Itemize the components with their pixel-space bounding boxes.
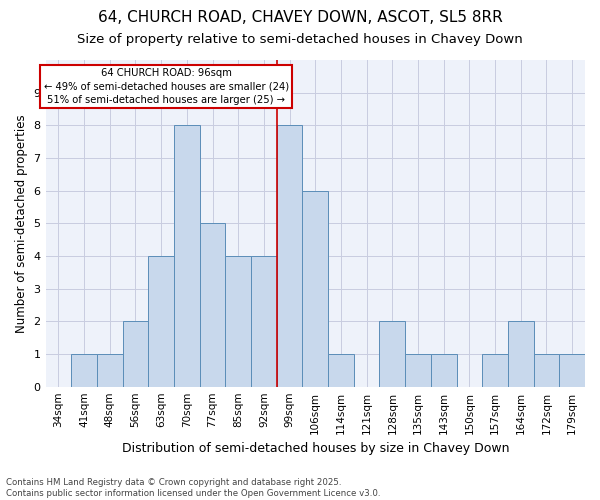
Bar [559, 354, 585, 386]
Text: Contains HM Land Registry data © Crown copyright and database right 2025.
Contai: Contains HM Land Registry data © Crown c… [6, 478, 380, 498]
Text: Size of property relative to semi-detached houses in Chavey Down: Size of property relative to semi-detach… [77, 32, 523, 46]
Bar [508, 322, 533, 386]
Bar [302, 190, 328, 386]
Bar [174, 126, 200, 386]
Bar [482, 354, 508, 386]
Bar [200, 224, 226, 386]
Text: 64, CHURCH ROAD, CHAVEY DOWN, ASCOT, SL5 8RR: 64, CHURCH ROAD, CHAVEY DOWN, ASCOT, SL5… [98, 10, 502, 25]
Bar [226, 256, 251, 386]
X-axis label: Distribution of semi-detached houses by size in Chavey Down: Distribution of semi-detached houses by … [122, 442, 509, 455]
Text: 64 CHURCH ROAD: 96sqm
← 49% of semi-detached houses are smaller (24)
51% of semi: 64 CHURCH ROAD: 96sqm ← 49% of semi-deta… [44, 68, 289, 104]
Bar [148, 256, 174, 386]
Bar [122, 322, 148, 386]
Bar [277, 126, 302, 386]
Bar [533, 354, 559, 386]
Bar [405, 354, 431, 386]
Bar [71, 354, 97, 386]
Bar [328, 354, 354, 386]
Y-axis label: Number of semi-detached properties: Number of semi-detached properties [15, 114, 28, 332]
Bar [431, 354, 457, 386]
Bar [251, 256, 277, 386]
Bar [97, 354, 122, 386]
Bar [379, 322, 405, 386]
